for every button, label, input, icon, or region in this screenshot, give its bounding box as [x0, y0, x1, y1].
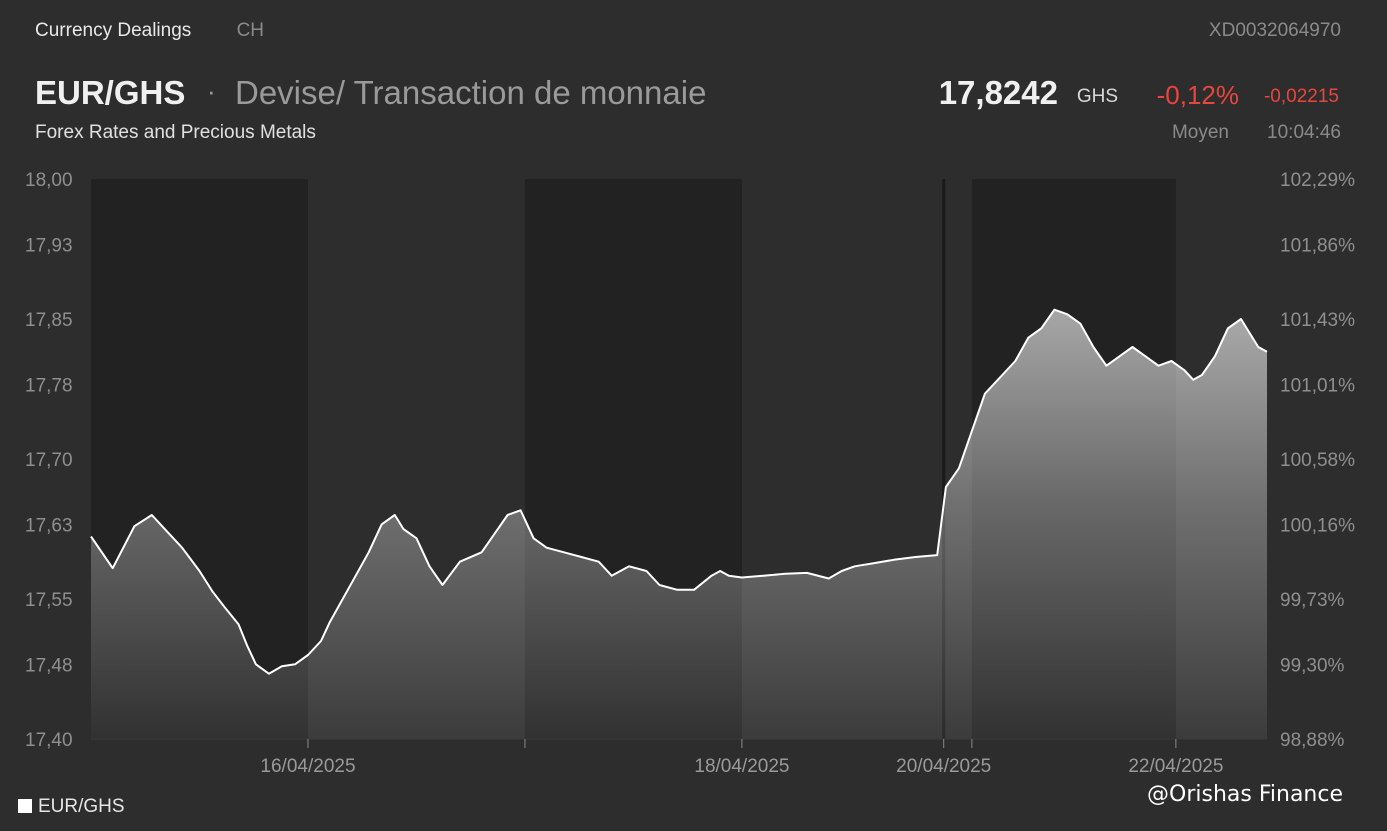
change-absolute: -0,02215	[1263, 86, 1339, 107]
x-tick-label: 16/04/2025	[260, 756, 355, 777]
y2-tick-label: 98,88%	[1280, 730, 1345, 751]
x-axis: 16/04/2025 18/04/2025 20/04/2025 22/04/2025	[91, 738, 1267, 777]
price-mode: Moyen	[1171, 122, 1229, 143]
x-tick-label: 18/04/2025	[694, 756, 789, 777]
quote-panel: 17,8242 GHS -0,12% -0,02215 Moyen 10:04:…	[921, 70, 1341, 150]
quote-time: 10:04:46	[1267, 122, 1341, 143]
top-bar: Currency Dealings CH XD0032064970	[35, 20, 1341, 44]
price-line	[90, 308, 1268, 675]
price-line-group	[90, 308, 1268, 675]
instrument-id: XD0032064970	[1208, 20, 1341, 41]
price-area	[91, 309, 1267, 739]
y2-tick-label: 100,16%	[1280, 515, 1355, 536]
exchange-code: CH	[236, 20, 265, 41]
quote-currency: GHS	[1076, 86, 1118, 107]
y-axis-right: 102,29% 101,86% 101,43% 101,01% 100,58% 100,1…	[1280, 170, 1355, 751]
y-tick-label: 17,85	[25, 310, 73, 331]
price-area-fill	[91, 309, 1267, 739]
x-tick-label: 20/04/2025	[896, 756, 991, 777]
y-tick-label: 17,55	[25, 590, 73, 611]
y-tick-label: 17,48	[25, 655, 73, 676]
y2-tick-label: 101,86%	[1280, 235, 1355, 256]
watermark: @Orishas Finance	[1147, 782, 1343, 807]
separator-dot: ·	[207, 76, 216, 106]
change-percent: -0,12%	[1156, 80, 1239, 110]
section-title[interactable]: Currency Dealings	[35, 20, 192, 41]
y-tick-label: 17,63	[25, 515, 73, 536]
y-tick-label: 17,78	[25, 375, 73, 396]
y2-tick-label: 99,73%	[1280, 590, 1345, 611]
last-price: 17,8242	[938, 74, 1058, 111]
y2-tick-label: 99,30%	[1280, 655, 1345, 676]
legend[interactable]: EUR/GHS	[18, 796, 125, 818]
y-tick-label: 17,93	[25, 235, 73, 256]
legend-label: EUR/GHS	[38, 796, 125, 817]
instrument-category: Forex Rates and Precious Metals	[35, 122, 316, 143]
instrument-description: Devise/ Transaction de monnaie	[235, 74, 707, 111]
y2-tick-label: 100,58%	[1280, 450, 1355, 471]
y-tick-label: 17,70	[25, 450, 73, 471]
price-chart[interactable]: 18,00 17,93 17,85 17,78 17,70 17,63 17,55 17,48…	[0, 160, 1387, 782]
y-tick-label: 18,00	[25, 170, 73, 191]
y-axis-left: 18,00 17,93 17,85 17,78 17,70 17,63 17,55 17,48…	[25, 170, 73, 751]
legend-swatch	[18, 799, 32, 813]
y-tick-label: 17,40	[25, 730, 73, 751]
currency-pair: EUR/GHS	[35, 74, 186, 111]
x-tick-label: 22/04/2025	[1128, 756, 1223, 777]
instrument-header: EUR/GHS · Devise/ Transaction de monnaie…	[35, 70, 1341, 150]
y2-tick-label: 101,01%	[1280, 375, 1355, 396]
y2-tick-label: 102,29%	[1280, 170, 1355, 191]
y2-tick-label: 101,43%	[1280, 310, 1355, 331]
